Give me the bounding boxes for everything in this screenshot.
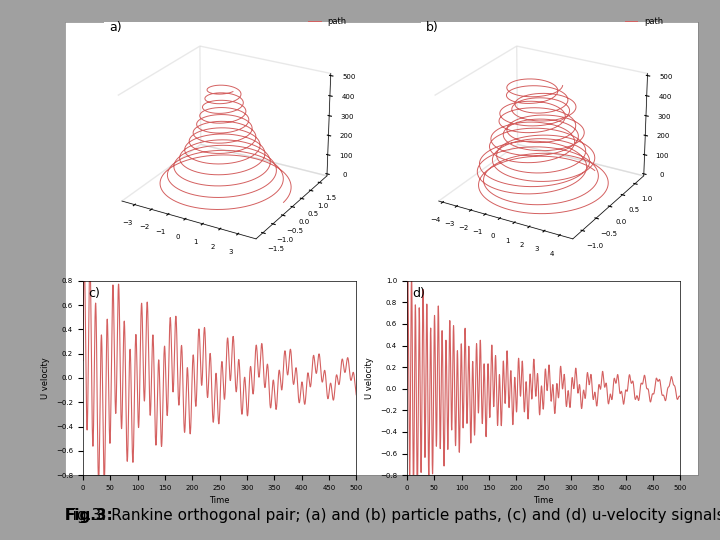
Y-axis label: U velocity: U velocity (365, 357, 374, 399)
Y-axis label: U velocity: U velocity (41, 357, 50, 399)
Text: b): b) (426, 21, 438, 34)
Text: a): a) (109, 21, 122, 34)
X-axis label: Time: Time (534, 496, 554, 505)
Legend: path: path (621, 14, 667, 30)
Text: c): c) (89, 287, 100, 300)
Text: Fig.3: Rankine orthogonal pair; (a) and (b) particle paths, (c) and (d) u-veloci: Fig.3: Rankine orthogonal pair; (a) and … (65, 508, 720, 523)
Text: Fig.3:: Fig.3: (65, 508, 114, 523)
X-axis label: Time: Time (210, 496, 230, 505)
Text: d): d) (413, 287, 425, 300)
Legend: path: path (305, 14, 350, 30)
